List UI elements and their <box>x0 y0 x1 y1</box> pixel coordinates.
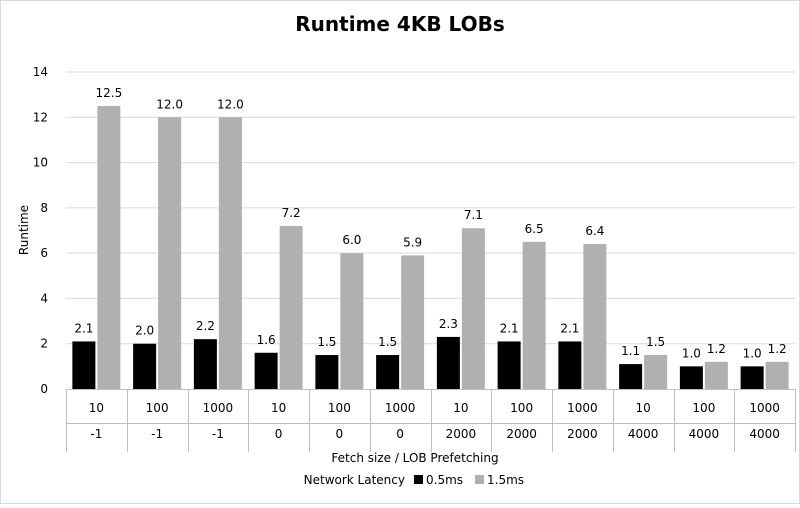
category-fetch-label: 100 <box>146 401 169 415</box>
legend-label-0.5ms: 0.5ms <box>426 473 463 487</box>
category-prefetch-label: 2000 <box>446 427 477 441</box>
data-label: 12.0 <box>156 97 183 111</box>
data-label: 1.5 <box>317 335 336 349</box>
legend-label-1.5ms: 1.5ms <box>487 473 524 487</box>
category-prefetch-label: 0 <box>396 427 404 441</box>
category-fetch-label: 10 <box>453 401 468 415</box>
bar-0.5ms <box>740 366 764 389</box>
category-fetch-label: 1000 <box>567 401 598 415</box>
category-fetch-label: 1000 <box>203 401 234 415</box>
data-label: 2.1 <box>74 321 93 335</box>
data-label: 2.1 <box>560 321 579 335</box>
bar-1.5ms <box>340 253 364 389</box>
bar-1.5ms <box>644 355 668 389</box>
y-tick-label: 8 <box>40 201 48 215</box>
category-prefetch-label: -1 <box>90 427 102 441</box>
category-prefetch-label: 2000 <box>567 427 598 441</box>
data-label: 6.5 <box>525 222 544 236</box>
chart-title: Runtime 4KB LOBs <box>295 12 504 36</box>
bar-0.5ms <box>254 352 278 389</box>
bar-0.5ms <box>497 341 521 389</box>
data-label: 1.5 <box>378 335 397 349</box>
category-fetch-label: 100 <box>328 401 351 415</box>
legend-swatch-0.5ms <box>414 475 423 484</box>
category-prefetch-label: 0 <box>275 427 283 441</box>
y-tick-label: 14 <box>33 65 48 79</box>
bar-1.5ms <box>765 361 789 389</box>
data-label: 2.0 <box>135 324 154 338</box>
category-prefetch-label: -1 <box>151 427 163 441</box>
bar-0.5ms <box>72 341 96 389</box>
x-axis-title: Fetch size / LOB Prefetching <box>331 451 498 465</box>
category-prefetch-label: -1 <box>212 427 224 441</box>
data-label: 7.1 <box>464 208 483 222</box>
bar-1.5ms <box>279 225 303 389</box>
y-tick-label: 2 <box>40 337 48 351</box>
y-tick-label: 0 <box>40 382 48 396</box>
bar-1.5ms <box>401 255 425 389</box>
bar-0.5ms <box>315 355 339 389</box>
category-fetch-label: 100 <box>692 401 715 415</box>
bar-1.5ms <box>583 244 607 389</box>
bar-0.5ms <box>133 343 157 389</box>
data-label: 2.1 <box>500 321 519 335</box>
category-fetch-label: 10 <box>271 401 286 415</box>
category-prefetch-label: 4000 <box>689 427 720 441</box>
category-prefetch-label: 2000 <box>506 427 537 441</box>
bar-0.5ms <box>558 341 582 389</box>
bar-0.5ms <box>376 355 400 389</box>
data-label: 6.0 <box>342 233 361 247</box>
y-tick-label: 10 <box>33 156 48 170</box>
category-fetch-label: 10 <box>89 401 104 415</box>
y-axis-title: Runtime <box>17 205 31 255</box>
bar-0.5ms <box>193 339 217 389</box>
data-label: 1.1 <box>621 344 640 358</box>
data-label: 1.6 <box>257 333 276 347</box>
legend-title: Network Latency <box>304 473 405 487</box>
data-label: 12.5 <box>96 86 123 100</box>
data-label: 2.2 <box>196 319 215 333</box>
y-tick-label: 4 <box>40 291 48 305</box>
legend-swatch-1.5ms <box>475 475 484 484</box>
data-label: 12.0 <box>217 97 244 111</box>
category-fetch-label: 100 <box>510 401 533 415</box>
y-tick-label: 12 <box>33 110 48 124</box>
category-prefetch-label: 0 <box>336 427 344 441</box>
bar-0.5ms <box>619 364 643 389</box>
bar-1.5ms <box>522 241 546 389</box>
bar-0.5ms <box>679 366 703 389</box>
data-label: 7.2 <box>282 206 301 220</box>
bar-1.5ms <box>158 117 182 390</box>
bar-1.5ms <box>218 117 242 390</box>
data-label: 1.0 <box>682 346 701 360</box>
bar-1.5ms <box>97 105 121 389</box>
bar-0.5ms <box>436 336 460 389</box>
category-prefetch-label: 4000 <box>628 427 659 441</box>
category-fetch-label: 1000 <box>749 401 780 415</box>
y-tick-label: 6 <box>40 246 48 260</box>
data-label: 1.0 <box>743 346 762 360</box>
category-fetch-label: 10 <box>635 401 650 415</box>
data-label: 2.3 <box>439 317 458 331</box>
data-label: 1.2 <box>768 342 787 356</box>
data-label: 1.2 <box>707 342 726 356</box>
category-prefetch-label: 4000 <box>749 427 780 441</box>
bar-1.5ms <box>461 228 485 389</box>
data-label: 1.5 <box>646 335 665 349</box>
bar-1.5ms <box>704 361 728 389</box>
category-fetch-label: 1000 <box>385 401 416 415</box>
data-label: 6.4 <box>585 224 604 238</box>
data-label: 5.9 <box>403 235 422 249</box>
